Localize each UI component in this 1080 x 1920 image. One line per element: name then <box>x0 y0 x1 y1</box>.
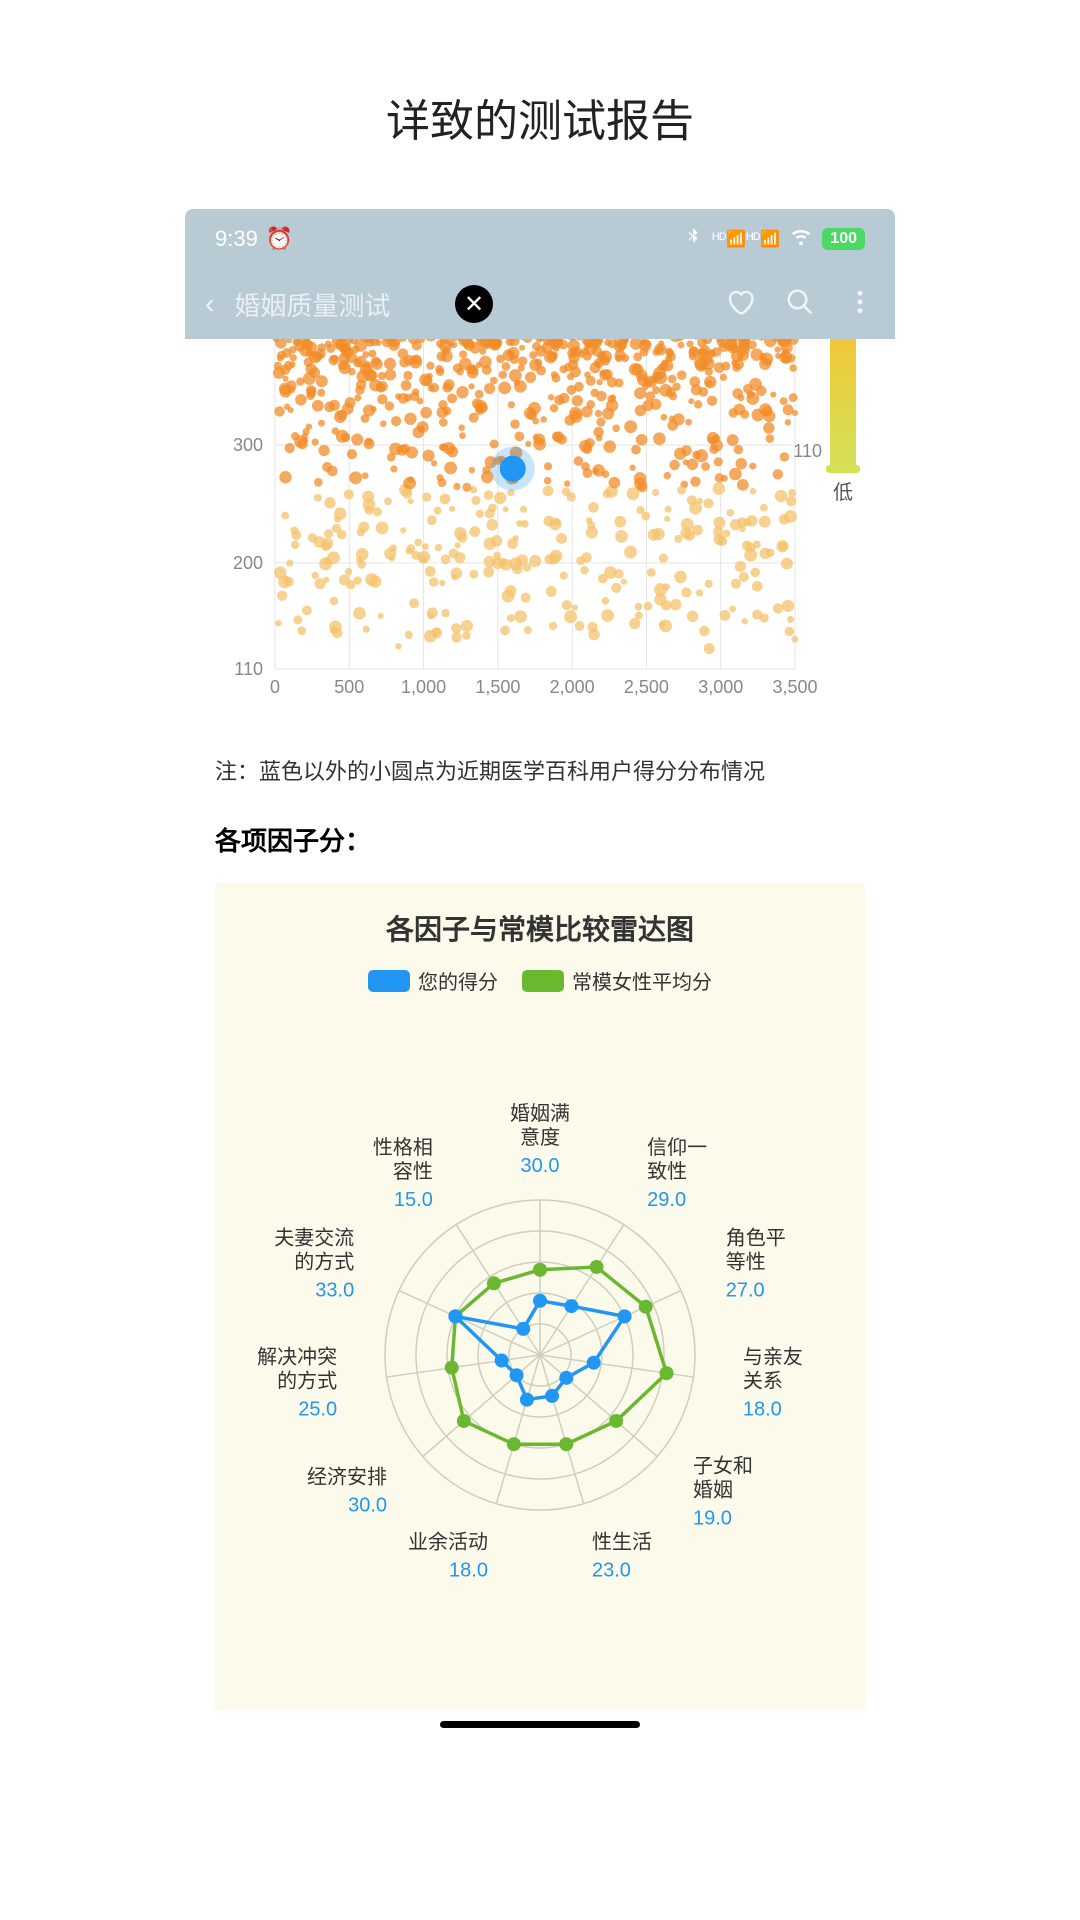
content-area: 0 500 1,000 1,500 2,000 2,500 3,000 3,500 110 200… <box>185 339 895 1740</box>
svg-text:33.0: 33.0 <box>315 1280 354 1302</box>
home-indicator[interactable] <box>440 1721 640 1728</box>
svg-text:110: 110 <box>793 441 822 461</box>
svg-text:1,500: 1,500 <box>475 677 520 697</box>
svg-text:30.0: 30.0 <box>521 1155 560 1177</box>
svg-text:关系: 关系 <box>743 1369 783 1392</box>
bluetooth-icon <box>684 226 702 252</box>
svg-text:0: 0 <box>270 677 280 697</box>
svg-text:子女和: 子女和 <box>693 1454 753 1477</box>
status-bar: 9:39 ⏰ ᴴᴰ📶ᴴᴰ📶 100 <box>185 209 895 269</box>
svg-text:的方式: 的方式 <box>277 1369 337 1392</box>
svg-text:110: 110 <box>234 659 263 679</box>
svg-text:解决冲突: 解决冲突 <box>257 1345 337 1368</box>
section-title: 各项因子分： <box>185 806 895 883</box>
signal-icon: ᴴᴰ📶ᴴᴰ📶 <box>712 229 780 249</box>
search-icon[interactable] <box>785 287 815 322</box>
svg-text:1,000: 1,000 <box>401 677 446 697</box>
svg-text:与亲友: 与亲友 <box>743 1345 803 1368</box>
phone-frame: 9:39 ⏰ ᴴᴰ📶ᴴᴰ📶 100 ‹ 婚姻质量测试 ✕ <box>185 209 895 1740</box>
svg-text:2,500: 2,500 <box>624 677 669 697</box>
svg-text:婚姻满: 婚姻满 <box>510 1102 570 1125</box>
svg-text:3,500: 3,500 <box>772 677 817 697</box>
radar-card: 各因子与常模比较雷达图 您的得分 常模女性平均分 婚姻满意度 30.0 信仰一致性 2… <box>215 883 865 1710</box>
svg-text:婚姻: 婚姻 <box>693 1478 733 1501</box>
radar-title: 各因子与常模比较雷达图 <box>225 908 855 948</box>
legend-label: 常模女性平均分 <box>572 966 712 995</box>
svg-text:3,000: 3,000 <box>698 677 743 697</box>
svg-text:15.0: 15.0 <box>394 1189 433 1211</box>
legend-label: 您的得分 <box>418 966 498 995</box>
svg-text:的方式: 的方式 <box>294 1251 354 1274</box>
heart-icon[interactable] <box>725 287 755 322</box>
svg-text:300: 300 <box>233 435 263 455</box>
svg-text:角色平: 角色平 <box>726 1227 786 1250</box>
app-header: ‹ 婚姻质量测试 ✕ <box>185 269 895 339</box>
svg-text:18.0: 18.0 <box>743 1398 782 1420</box>
svg-text:29.0: 29.0 <box>647 1189 686 1211</box>
back-button[interactable]: ‹ <box>205 288 214 320</box>
svg-text:2,000: 2,000 <box>550 677 595 697</box>
svg-text:意度: 意度 <box>520 1126 560 1149</box>
page-title: 详致的测试报告 <box>0 0 1080 209</box>
wifi-icon <box>790 225 812 253</box>
status-time: 9:39 <box>215 226 258 252</box>
svg-text:性生活: 性生活 <box>592 1530 652 1553</box>
legend-item-user: 您的得分 <box>368 966 498 995</box>
svg-text:200: 200 <box>233 553 263 573</box>
svg-text:19.0: 19.0 <box>693 1507 732 1529</box>
alarm-icon: ⏰ <box>266 226 293 252</box>
svg-text:等性: 等性 <box>726 1251 766 1274</box>
svg-text:性格相: 性格相 <box>373 1136 433 1159</box>
more-icon[interactable] <box>845 287 875 322</box>
svg-text:业余活动: 业余活动 <box>408 1530 488 1553</box>
close-button[interactable]: ✕ <box>455 285 493 323</box>
svg-text:30.0: 30.0 <box>348 1494 387 1516</box>
note-text: 注：蓝色以外的小圆点为近期医学百科用户得分分布情况 <box>185 724 895 806</box>
legend-swatch <box>368 970 410 992</box>
radar-chart: 婚姻满意度 30.0 信仰一致性 29.0 角色平等性 27.0 与亲友关系 18.0 子女和婚… <box>225 1015 855 1675</box>
battery-indicator: 100 <box>822 228 865 250</box>
svg-text:27.0: 27.0 <box>726 1280 765 1302</box>
app-title: 婚姻质量测试 <box>234 286 390 323</box>
svg-text:致性: 致性 <box>647 1160 687 1183</box>
svg-text:低: 低 <box>833 481 853 504</box>
svg-text:经济安排: 经济安排 <box>307 1465 387 1488</box>
legend-item-norm: 常模女性平均分 <box>522 966 712 995</box>
radar-legend: 您的得分 常模女性平均分 <box>225 966 855 995</box>
svg-text:容性: 容性 <box>393 1160 433 1183</box>
svg-text:23.0: 23.0 <box>592 1559 631 1581</box>
legend-swatch <box>522 970 564 992</box>
svg-text:信仰一: 信仰一 <box>647 1136 707 1159</box>
svg-text:25.0: 25.0 <box>298 1398 337 1420</box>
svg-text:夫妻交流: 夫妻交流 <box>274 1227 354 1250</box>
svg-text:18.0: 18.0 <box>449 1559 488 1581</box>
scatter-chart: 0 500 1,000 1,500 2,000 2,500 3,000 3,500 110 200… <box>185 339 895 724</box>
svg-text:500: 500 <box>334 677 364 697</box>
